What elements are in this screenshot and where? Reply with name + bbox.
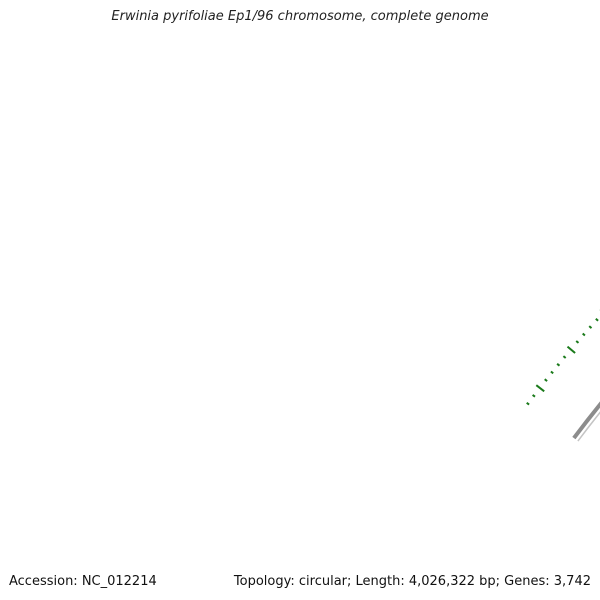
outer-ring-tick: [562, 355, 567, 359]
accession-text: Accession: NC_012214: [9, 574, 157, 589]
backbone-track: [572, 401, 600, 442]
outer-ring-tick: [531, 394, 536, 398]
outer-ring-tick: [556, 363, 561, 367]
outer-dotted-ring: [526, 309, 600, 406]
backbone-inner-line: [577, 411, 600, 442]
outer-ring-tick: [588, 325, 593, 329]
outer-ring-tick: [566, 345, 576, 354]
outer-ring-tick: [544, 378, 548, 382]
backbone-outer-line: [572, 401, 600, 440]
topology-summary: Topology: circular; Length: 4,026,322 bp…: [233, 574, 591, 589]
outer-ring-tick: [526, 401, 530, 406]
outer-ring-tick: [582, 332, 586, 337]
outer-ring-tick: [595, 317, 599, 322]
outer-ring-tick: [535, 384, 545, 393]
map-title: Erwinia pyrifoliae Ep1/96 chromosome, co…: [111, 9, 489, 24]
outer-ring-tick: [550, 370, 554, 375]
outer-ring-tick: [575, 340, 580, 344]
